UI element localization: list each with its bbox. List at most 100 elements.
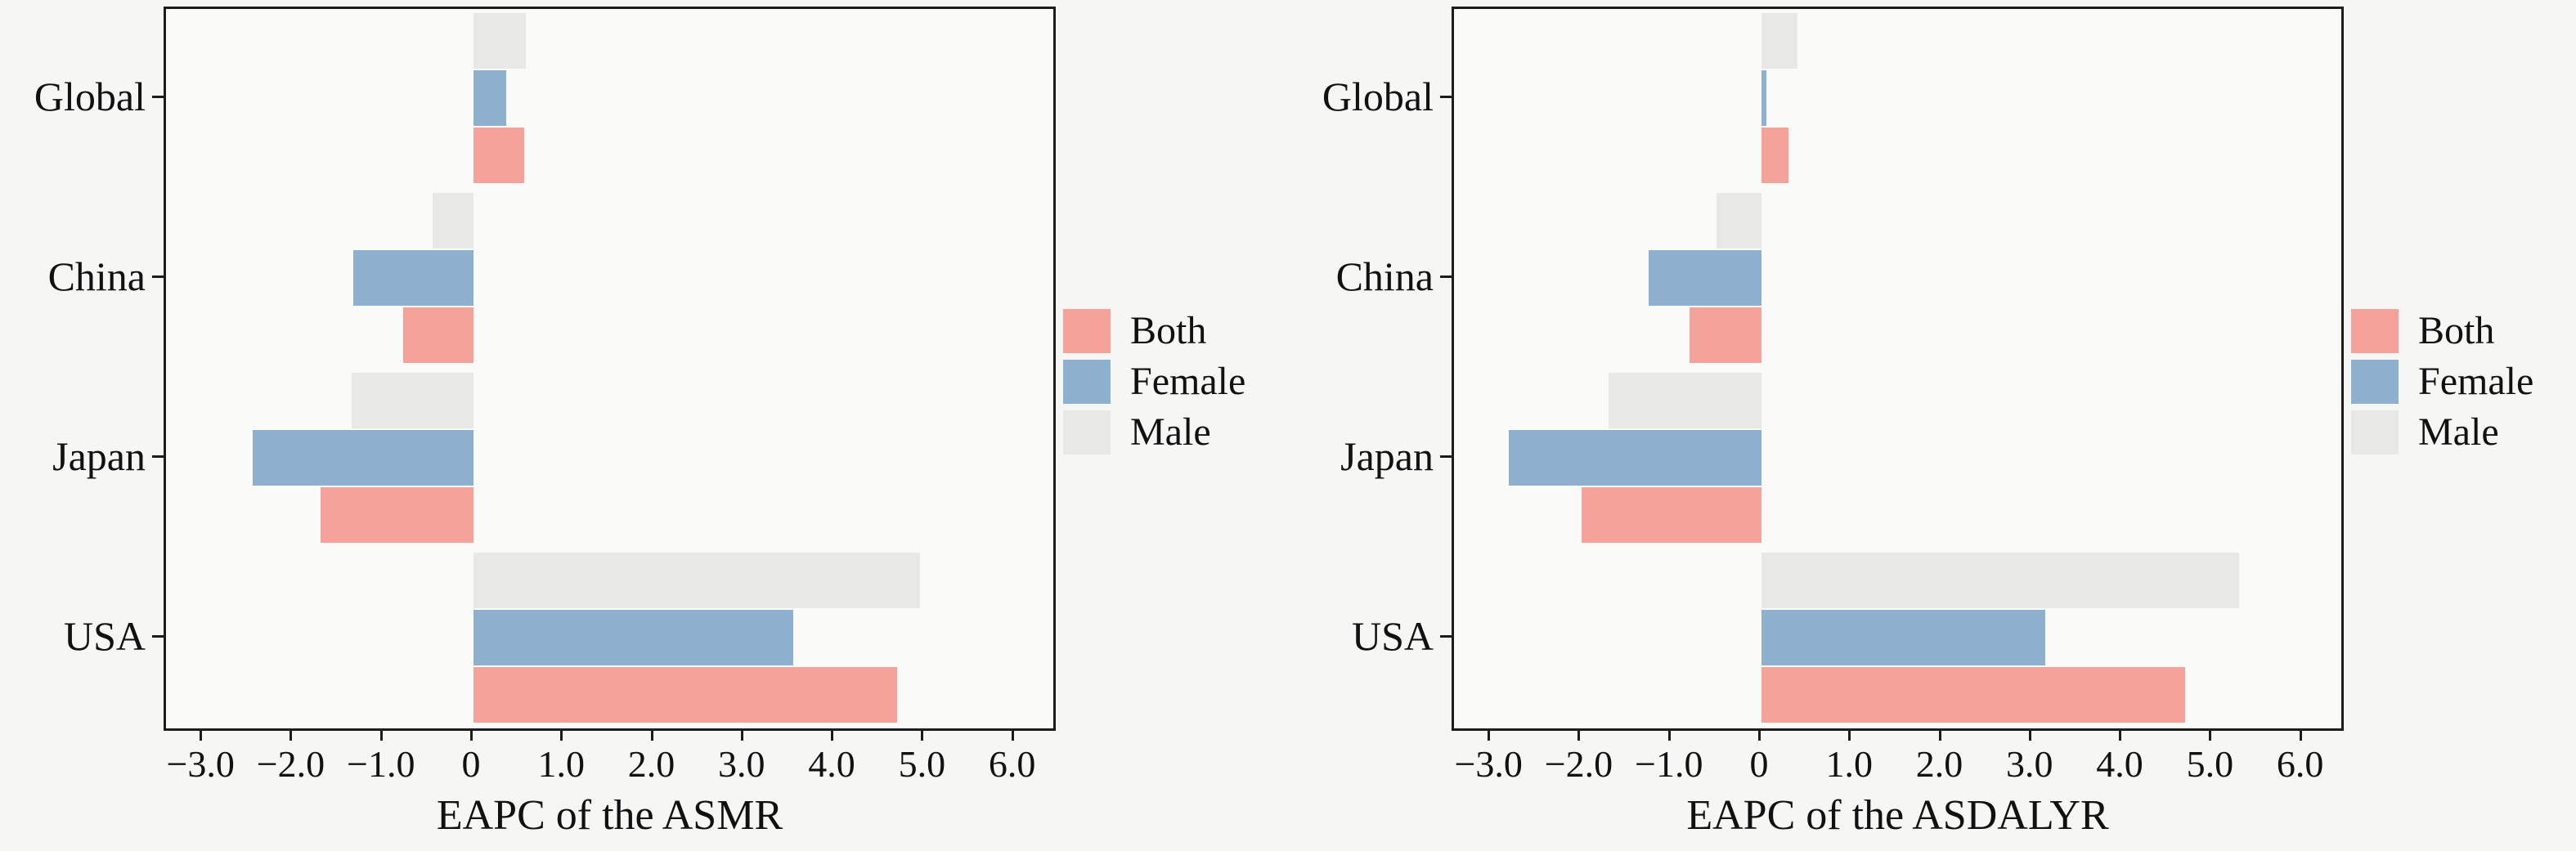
x-tick-label-6: 6.0 [988,743,1036,785]
bar-global-male [1761,13,1798,69]
x-tick-label-4: 4.0 [808,743,855,785]
x-tick-label-0: 0 [1749,743,1769,785]
x-tick-4 [831,728,834,741]
bar-global-female [473,70,506,126]
x-tick--2 [1577,728,1581,741]
legend-label-female: Female [1130,360,1246,403]
y-tick-japan [1440,455,1452,458]
bar-china-both [403,307,473,363]
legend-item-both: Both [2351,309,2533,353]
category-label-china: China [1335,253,1434,299]
x-tick--2 [289,728,293,741]
x-tick-label-3: 3.0 [718,743,765,785]
x-axis-label-asdalyr: EAPC of the ASDALYR [1686,792,2109,839]
legend-item-both: Both [1063,309,1245,353]
legend-swatch-male [1063,410,1111,455]
bar-china-female [1649,250,1761,306]
legend-label-both: Both [2418,309,2495,352]
legend-swatch-both [2351,309,2399,353]
x-tick--1 [1667,728,1671,741]
x-tick-label-0: 0 [461,743,481,785]
bar-china-both [1689,307,1761,363]
bar-usa-female [1761,610,2046,665]
x-tick-1 [560,728,563,741]
x-tick-label-2: 2.0 [627,743,675,785]
y-tick-china [1440,275,1452,278]
legend-item-female: Female [2351,360,2533,404]
x-tick-label--1: −1.0 [347,743,415,785]
category-label-japan: Japan [52,433,146,479]
x-tick-6 [1011,728,1014,741]
category-label-global: Global [1322,74,1434,119]
legend-label-both: Both [1130,309,1207,352]
category-label-global: Global [34,74,146,119]
bar-japan-female [252,430,473,486]
legend-swatch-male [2351,410,2399,455]
bar-japan-female [1509,430,1761,486]
plot-area-asmr [164,7,1056,731]
bar-japan-male [1608,373,1761,428]
legend-item-male: Male [2351,410,2533,455]
bar-global-both [1761,128,1789,183]
x-tick-label-5: 5.0 [898,743,946,785]
x-tick-0 [470,728,473,741]
legend-swatch-both [1063,309,1111,353]
bar-japan-male [352,373,473,428]
bar-usa-both [473,667,898,723]
bar-china-male [1716,193,1761,249]
bar-usa-male [473,553,920,608]
x-tick-label--2: −2.0 [1544,743,1613,785]
x-tick--3 [200,728,203,741]
legend-label-male: Male [2418,410,2499,454]
x-tick-1 [1848,728,1851,741]
x-tick-2 [1938,728,1941,741]
x-tick-label-2: 2.0 [1915,743,1963,785]
x-tick-label-3: 3.0 [2006,743,2053,785]
x-tick-3 [2028,728,2031,741]
x-tick-label-6: 6.0 [2276,743,2324,785]
x-tick-label-5: 5.0 [2186,743,2234,785]
x-tick-4 [2119,728,2122,741]
x-tick-6 [2299,728,2302,741]
legend-label-female: Female [2418,360,2534,403]
y-tick-usa [152,635,164,638]
bar-china-male [433,193,473,249]
legend-item-male: Male [1063,410,1245,455]
category-label-japan: Japan [1340,433,1434,479]
x-tick-label--3: −3.0 [166,743,235,785]
bar-usa-both [1761,667,2186,723]
x-tick--3 [1488,728,1491,741]
bar-japan-both [1581,487,1761,543]
x-tick--1 [379,728,383,741]
x-tick-0 [1758,728,1761,741]
legend-swatch-female [2351,360,2399,404]
bar-global-male [473,13,526,69]
panel-eapc-asdalyr: EAPC of the ASDALYR Both Female Male Globa… [1288,0,2576,851]
y-tick-global [1440,96,1452,98]
bar-usa-female [473,610,794,665]
x-tick-label--2: −2.0 [256,743,325,785]
x-tick-2 [650,728,653,741]
x-tick-label--3: −3.0 [1454,743,1523,785]
legend-swatch-female [1063,360,1111,404]
bar-global-female [1761,70,1766,126]
category-label-usa: USA [1351,613,1434,659]
category-label-usa: USA [63,613,146,659]
x-tick-label--1: −1.0 [1635,743,1703,785]
y-tick-china [152,275,164,278]
x-tick-5 [2209,728,2212,741]
bar-global-both [473,128,524,183]
category-label-china: China [47,253,146,299]
x-tick-label-4: 4.0 [2096,743,2143,785]
bar-china-female [353,250,473,306]
x-tick-5 [921,728,924,741]
x-tick-label-1: 1.0 [1825,743,1874,785]
panel-eapc-asmr: EAPC of the ASMR Both Female Male Global Ch… [34,7,1245,839]
y-tick-usa [1440,635,1452,638]
legend-item-female: Female [1063,360,1245,404]
legend-asdalyr: Both Female Male [2351,309,2533,461]
bar-usa-male [1761,553,2240,608]
bar-japan-both [320,487,473,543]
legend-label-male: Male [1130,410,1211,454]
